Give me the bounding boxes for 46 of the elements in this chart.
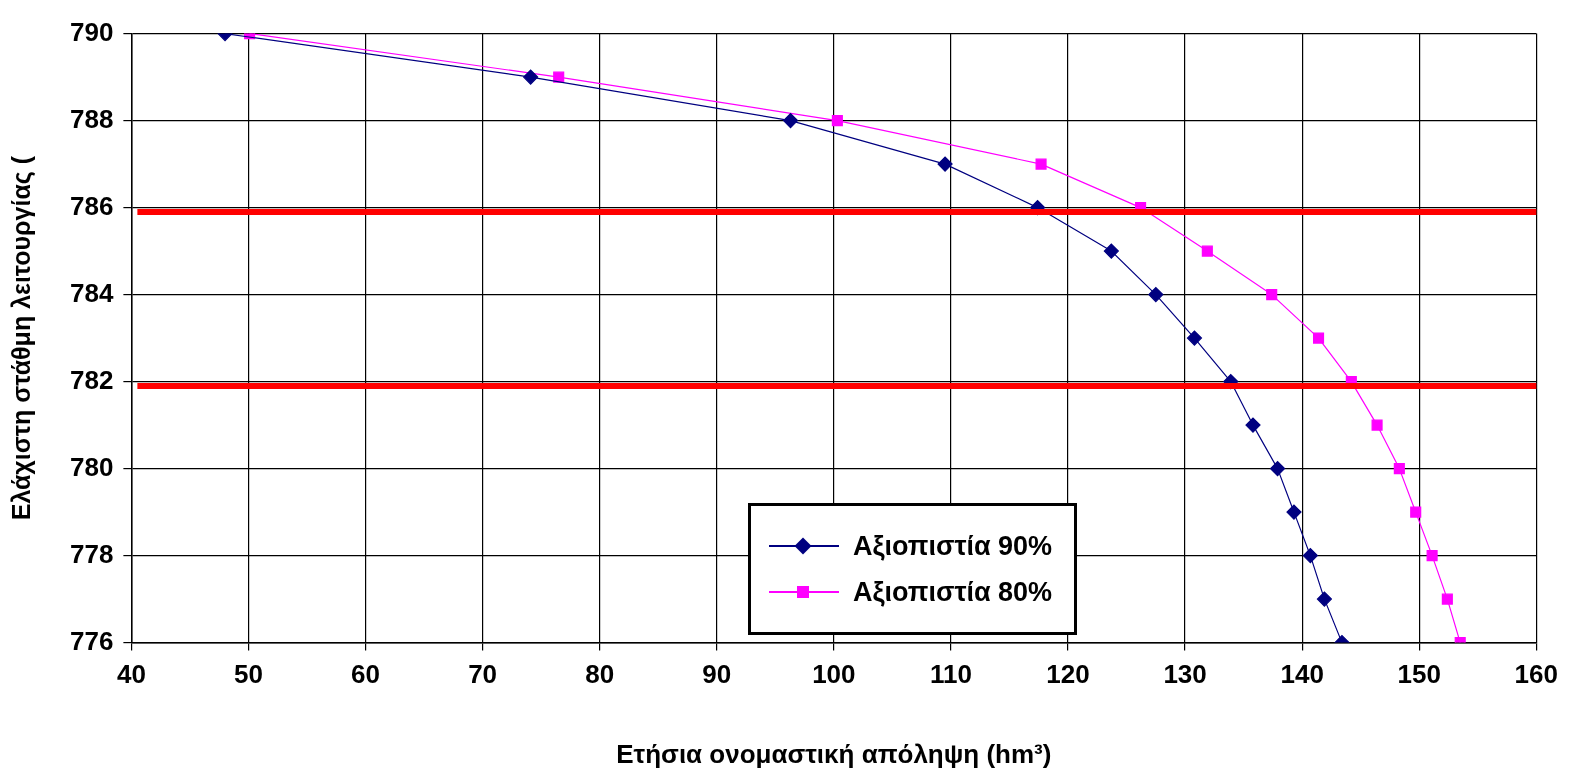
point bbox=[1035, 158, 1047, 170]
point bbox=[782, 113, 799, 129]
point bbox=[1201, 245, 1213, 257]
y-tick-label: 788 bbox=[69, 103, 114, 134]
point bbox=[1371, 419, 1383, 431]
y-axis-title: Ελάχιστη στάθμη λειτουργίας ( bbox=[6, 155, 36, 521]
point bbox=[1316, 591, 1332, 607]
legend-label: Αξιοπιστία 90% bbox=[853, 530, 1053, 562]
y-tick-label: 780 bbox=[69, 451, 114, 482]
point bbox=[1266, 289, 1278, 301]
y-tick-label: 790 bbox=[69, 16, 114, 47]
point bbox=[937, 156, 953, 172]
x-tick-label: 90 bbox=[702, 659, 732, 690]
point bbox=[1302, 548, 1318, 564]
x-tick-label: 50 bbox=[234, 659, 263, 690]
y-tick-label: 786 bbox=[69, 190, 114, 221]
x-tick-label: 110 bbox=[929, 659, 972, 690]
y-tick-label: 784 bbox=[69, 277, 114, 308]
x-tick-label: 130 bbox=[1163, 659, 1207, 690]
point bbox=[1410, 506, 1422, 518]
point bbox=[1148, 287, 1164, 303]
x-tick-label: 60 bbox=[351, 659, 380, 690]
y-tick-label: 782 bbox=[69, 364, 114, 395]
point bbox=[1245, 417, 1261, 433]
x-tick-label: 140 bbox=[1280, 659, 1324, 690]
point bbox=[1103, 243, 1119, 259]
x-tick-label: 120 bbox=[1046, 659, 1090, 690]
x-axis-title: Ετήσια ονομαστική απόληψη (hm³) bbox=[616, 738, 1052, 769]
x-tick-label: 70 bbox=[468, 659, 498, 690]
legend-label: Αξιοπιστία 80% bbox=[853, 576, 1053, 608]
point bbox=[1186, 330, 1203, 346]
x-tick-label: 100 bbox=[812, 659, 856, 690]
point bbox=[1393, 463, 1405, 475]
x-tick-label: 40 bbox=[116, 659, 146, 690]
point bbox=[831, 115, 843, 127]
x-tick-label: 150 bbox=[1397, 659, 1441, 690]
point bbox=[1286, 504, 1302, 520]
point bbox=[1269, 461, 1286, 477]
x-tick-label: 80 bbox=[585, 659, 615, 690]
x-tick-label: 160 bbox=[1514, 659, 1559, 690]
point bbox=[523, 69, 539, 85]
y-tick-label: 776 bbox=[69, 625, 114, 656]
point bbox=[1441, 593, 1453, 605]
point bbox=[1313, 332, 1325, 344]
point bbox=[1426, 550, 1438, 562]
y-tick-label: 778 bbox=[69, 538, 114, 569]
